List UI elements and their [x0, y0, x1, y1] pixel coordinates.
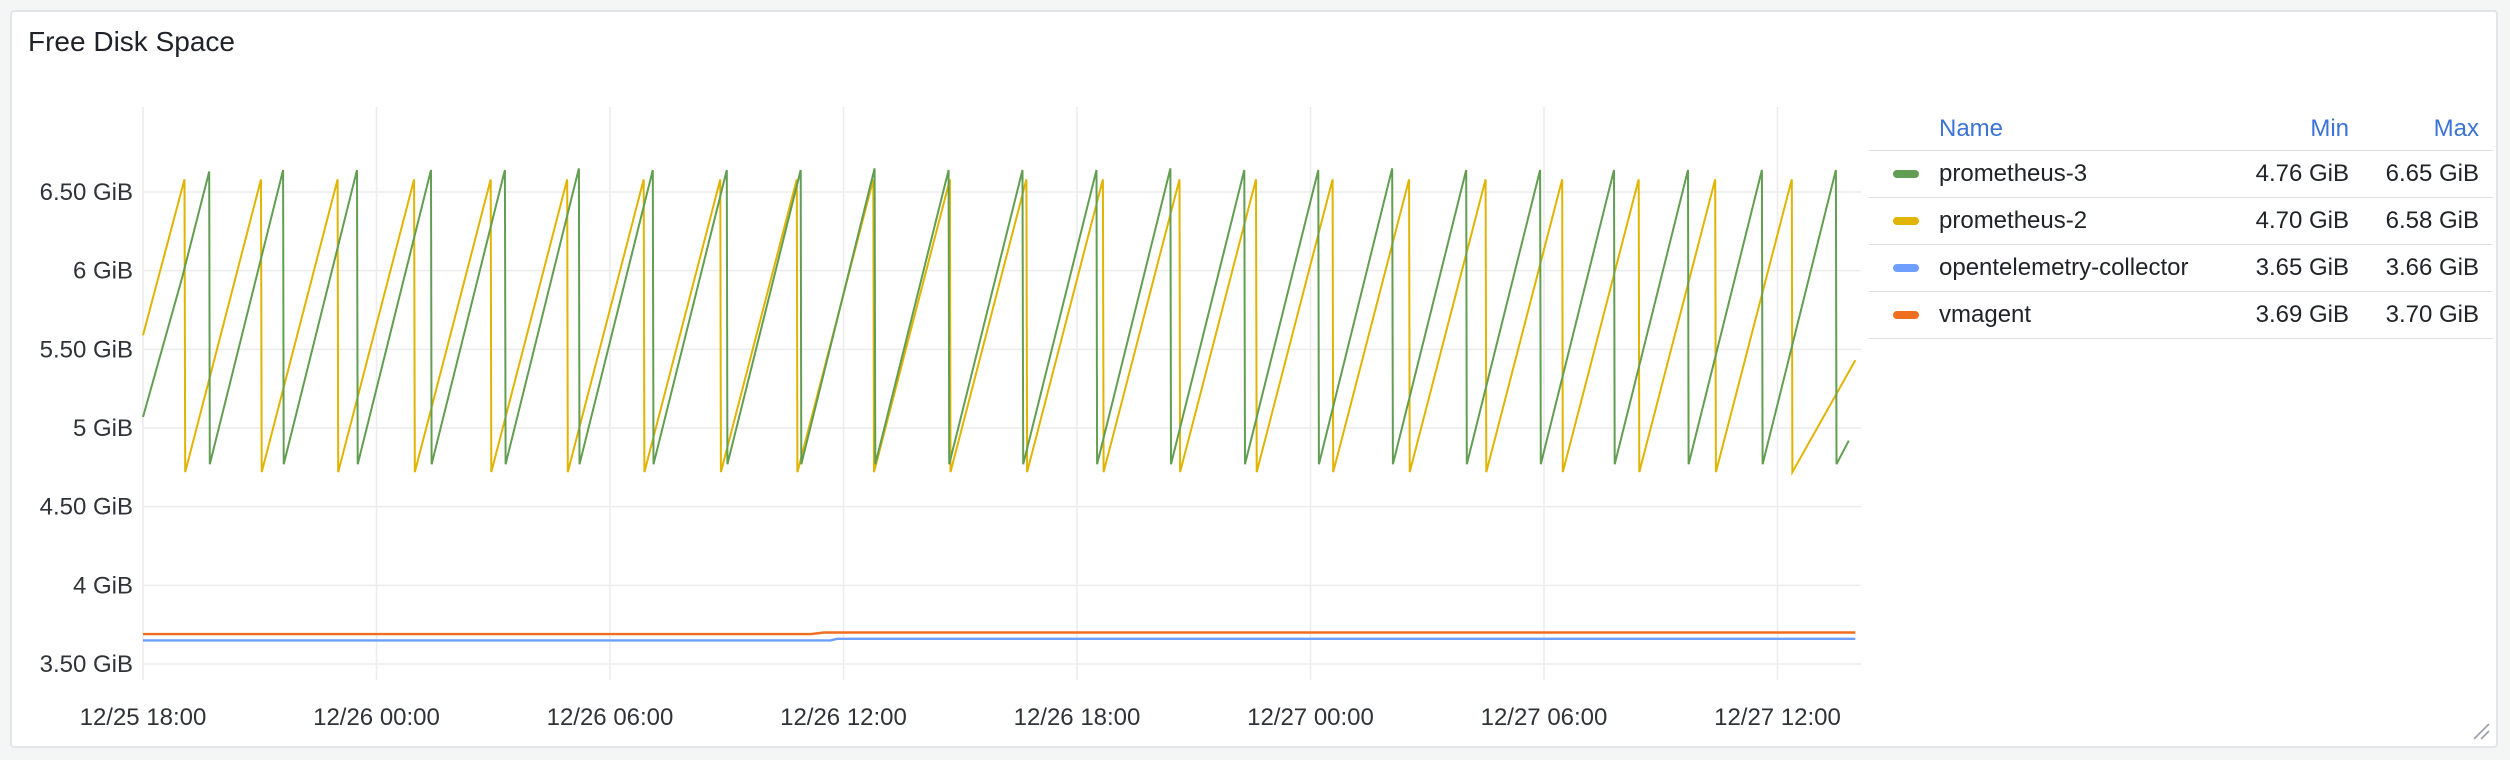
series-layer [142, 168, 1857, 642]
x-tick-label: 12/26 00:00 [313, 704, 440, 731]
legend-series-min: 3.69 GiB [2255, 301, 2349, 328]
legend-series-name[interactable]: prometheus-2 [1939, 207, 2088, 234]
x-tick-label: 12/25 18:00 [80, 704, 207, 731]
y-tick-label: 5 GiB [73, 415, 133, 442]
y-tick-label: 4 GiB [73, 572, 133, 599]
x-tick-label: 12/27 00:00 [1247, 704, 1374, 731]
series-line-prometheus-3 [142, 168, 1850, 465]
panel-title[interactable]: Free Disk Space [28, 26, 235, 57]
legend-series-name[interactable]: vmagent [1939, 301, 2032, 328]
x-tick-label: 12/27 06:00 [1481, 704, 1608, 731]
y-tick-label: 6.50 GiB [40, 179, 133, 206]
legend-series-max: 3.66 GiB [2385, 254, 2479, 281]
grid-layer [142, 107, 1861, 680]
legend-header-row: Name Min Max [1869, 108, 2493, 151]
legend-row[interactable]: opentelemetry-collector 3.65 GiB 3.66 Gi… [1869, 245, 2493, 292]
series-color-swatch[interactable] [1893, 217, 1919, 225]
legend-header-min[interactable]: Min [2310, 115, 2349, 142]
legend-table: Name Min Max prometheus-3 4.76 GiB 6.65 … [1869, 108, 2493, 339]
x-tick-label: 12/26 06:00 [547, 704, 674, 731]
y-tick-label: 4.50 GiB [40, 494, 133, 521]
series-color-swatch[interactable] [1893, 311, 1919, 319]
legend-series-max: 6.65 GiB [2385, 160, 2479, 187]
y-tick-label: 5.50 GiB [40, 336, 133, 363]
legend-row[interactable]: prometheus-2 4.70 GiB 6.58 GiB [1869, 198, 2493, 245]
legend-series-max: 3.70 GiB [2385, 301, 2479, 328]
legend-series-min: 4.76 GiB [2255, 160, 2349, 187]
legend-row[interactable]: vmagent 3.69 GiB 3.70 GiB [1869, 292, 2493, 339]
panel: Free Disk Space 3.50 GiB 4 GiB 4.50 GiB 5 G… [10, 10, 2498, 748]
legend-series-max: 6.58 GiB [2385, 207, 2479, 234]
x-tick-label: 12/26 18:00 [1014, 704, 1141, 731]
x-tick-label: 12/26 12:00 [780, 704, 907, 731]
legend-series-name[interactable]: opentelemetry-collector [1939, 254, 2189, 281]
series-color-swatch[interactable] [1893, 170, 1919, 178]
legend-series-name[interactable]: prometheus-3 [1939, 160, 2088, 187]
resize-handle-icon[interactable] [2470, 720, 2490, 740]
series-line-vmagent [143, 631, 1856, 636]
legend-row[interactable]: prometheus-3 4.76 GiB 6.65 GiB [1869, 151, 2493, 198]
y-tick-label: 6 GiB [73, 258, 133, 285]
series-line-opentelemetry-collector [143, 637, 1856, 642]
legend-series-min: 4.70 GiB [2255, 207, 2349, 234]
time-series-chart: 3.50 GiB 4 GiB 4.50 GiB 5 GiB 5.50 GiB 6 GiB 6… [40, 107, 1861, 731]
x-tick-label: 12/27 12:00 [1714, 704, 1841, 731]
legend-header-max[interactable]: Max [2433, 115, 2479, 142]
axis-layer: 3.50 GiB 4 GiB 4.50 GiB 5 GiB 5.50 GiB 6 GiB 6… [40, 179, 1841, 731]
series-color-swatch[interactable] [1893, 264, 1919, 272]
series-line-prometheus-2 [142, 179, 1857, 476]
legend-series-min: 3.65 GiB [2255, 254, 2349, 281]
legend-header-name[interactable]: Name [1939, 115, 2004, 142]
y-tick-label: 3.50 GiB [40, 651, 133, 678]
